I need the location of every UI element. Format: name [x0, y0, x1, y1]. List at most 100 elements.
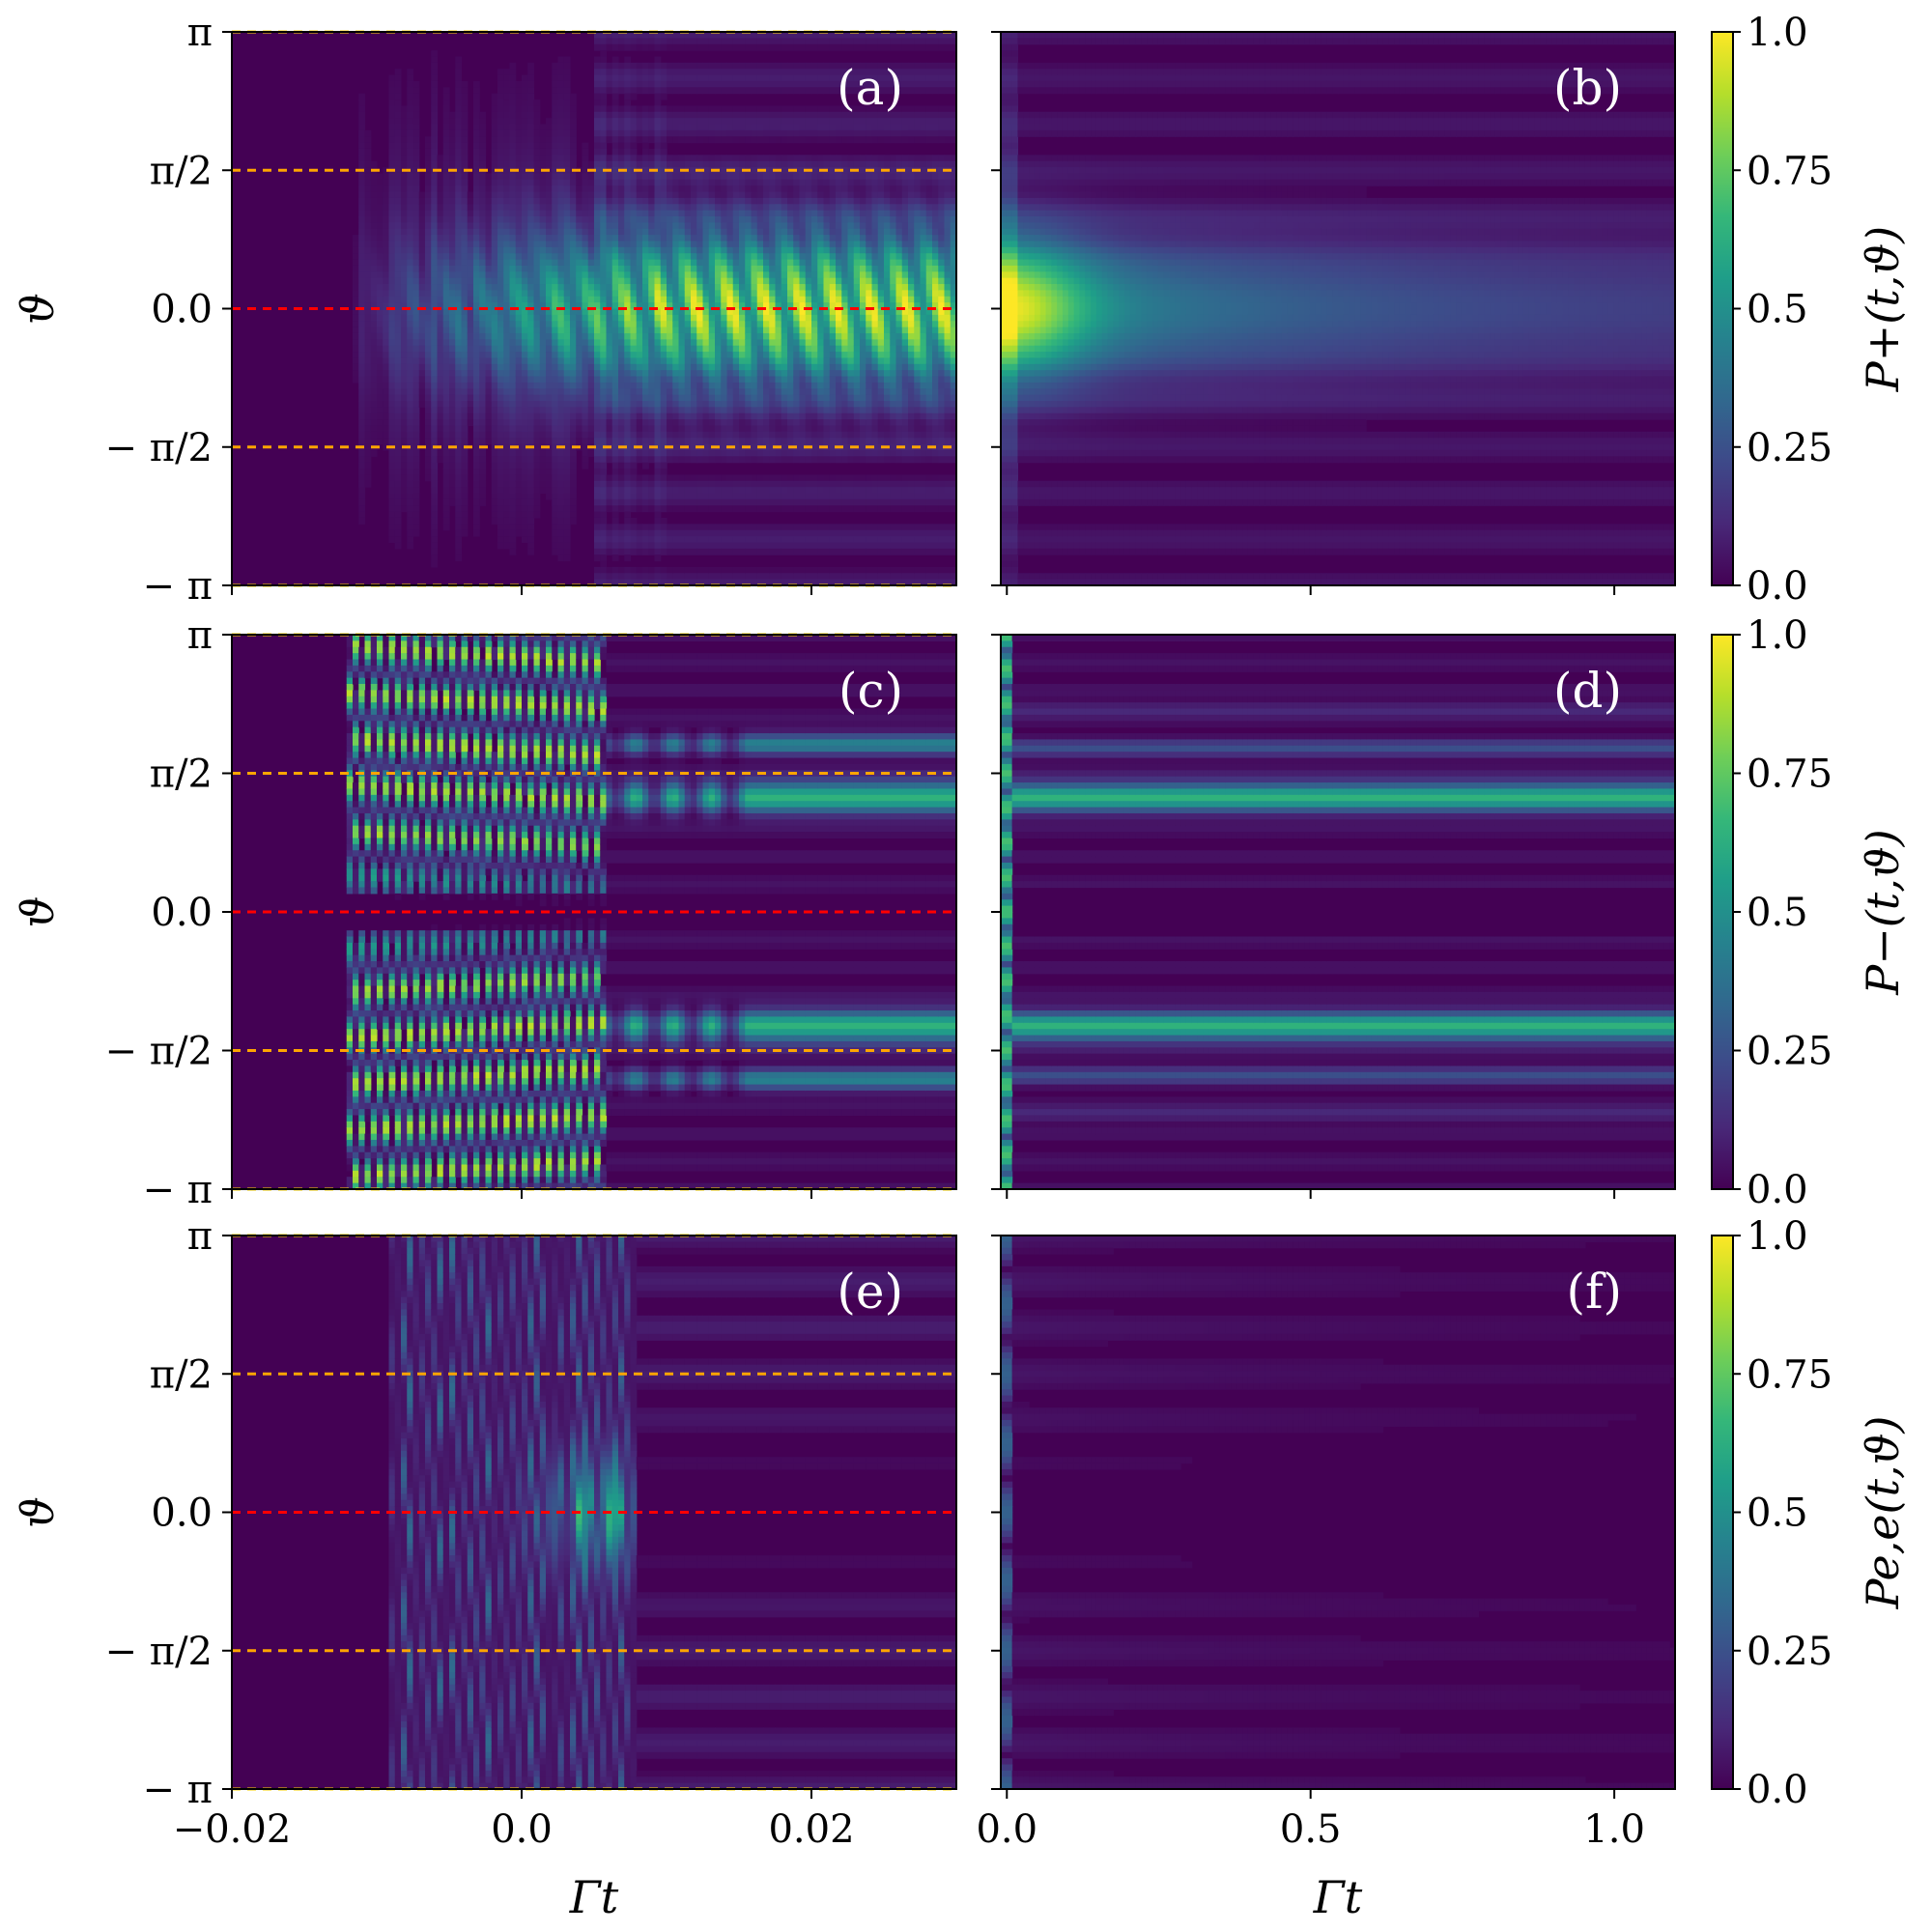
heatmap-cell [473, 228, 480, 236]
heatmap-cell [449, 332, 456, 340]
heatmap-cell [594, 487, 601, 495]
heatmap-cell [527, 511, 535, 519]
heatmap-cell [763, 111, 770, 119]
heatmap-cell [763, 265, 770, 272]
heatmap-cell [431, 480, 439, 488]
heatmap-cell [442, 456, 450, 464]
heatmap-cell [455, 118, 463, 126]
heatmap-cell [552, 204, 559, 212]
heatmap-cell [696, 456, 704, 464]
heatmap-cell [473, 498, 480, 506]
heatmap-cell [624, 32, 632, 39]
heatmap-cell [763, 167, 770, 175]
heatmap-cell [425, 241, 432, 248]
heatmap-cell [503, 259, 511, 267]
heatmap-cell [696, 352, 704, 359]
heatmap-cell [642, 155, 649, 162]
heatmap-cell [515, 235, 523, 242]
heatmap-cell [473, 185, 480, 193]
heatmap-cell [552, 419, 559, 427]
heatmap-cell [654, 129, 662, 137]
heatmap-cell [691, 253, 697, 261]
heatmap-cell [751, 498, 758, 506]
heatmap-cell [756, 345, 764, 353]
heatmap-cell [497, 345, 504, 353]
heatmap-cell [473, 216, 480, 223]
heatmap-cell [509, 173, 517, 181]
heatmap-cell [624, 124, 632, 131]
heatmap-cell [642, 536, 649, 544]
heatmap-cell [563, 290, 571, 298]
heatmap-cell [527, 241, 535, 248]
heatmap-cell [358, 302, 366, 310]
heatmap-cell [769, 277, 777, 285]
heatmap-cell [479, 498, 487, 506]
heatmap-cell [618, 357, 625, 365]
heatmap-cell [642, 542, 649, 550]
heatmap-cell [563, 376, 571, 384]
heatmap-cell [431, 449, 439, 457]
heatmap-cell [570, 438, 577, 445]
heatmap-cell [394, 352, 402, 359]
heatmap-cell [696, 487, 704, 495]
heatmap-cell [745, 449, 753, 457]
heatmap-cell [660, 43, 668, 51]
heatmap-cell [726, 388, 734, 396]
heatmap-cell [678, 573, 686, 581]
heatmap-cell [611, 511, 619, 519]
heatmap-cell [546, 376, 553, 384]
heatmap-cell [606, 407, 613, 414]
heatmap-cell [600, 524, 608, 531]
heatmap-cell [678, 314, 686, 322]
heatmap-cell [497, 185, 504, 193]
heatmap-cell [509, 529, 517, 537]
heatmap-cell [763, 302, 770, 310]
heatmap-cell [546, 456, 553, 464]
heatmap-cell [425, 142, 432, 150]
heatmap-cell [732, 425, 740, 433]
heatmap-cell [684, 327, 692, 334]
heatmap-cell [582, 253, 589, 261]
heatmap-cell [431, 204, 439, 212]
heatmap-cell [358, 345, 366, 353]
heatmap-cell [600, 173, 608, 181]
heatmap-cell [594, 456, 601, 464]
heatmap-cell [726, 80, 734, 88]
heatmap-cell [467, 308, 474, 316]
heatmap-cell [388, 401, 396, 408]
heatmap-cell [503, 302, 511, 310]
heatmap-cell [708, 216, 716, 223]
heatmap-cell [642, 456, 649, 464]
heatmap-cell [394, 517, 402, 525]
heatmap-cell [442, 246, 450, 254]
heatmap-cell [522, 524, 528, 531]
heatmap-cell [611, 136, 619, 144]
heatmap-cell [654, 357, 662, 365]
heatmap-cell [756, 394, 764, 402]
heatmap-cell [594, 382, 601, 389]
heatmap-cell [606, 62, 613, 70]
heatmap-cell [751, 352, 758, 359]
heatmap-cell [654, 511, 662, 519]
heatmap-cell [732, 136, 740, 144]
heatmap-cell [473, 235, 480, 242]
heatmap-cell [696, 74, 704, 82]
heatmap-cell [412, 511, 420, 519]
heatmap-cell [630, 542, 638, 550]
heatmap-cell [515, 216, 523, 223]
heatmap-cell [660, 573, 668, 581]
heatmap-cell [721, 345, 728, 353]
heatmap-cell [473, 124, 480, 131]
heatmap-cell [769, 332, 777, 340]
heatmap-cell [527, 246, 535, 254]
heatmap-cell [539, 376, 547, 384]
heatmap-cell [745, 498, 753, 506]
heatmap-cell [370, 382, 378, 389]
heatmap-cell [618, 216, 625, 223]
heatmap-cell [756, 43, 764, 51]
heatmap-cell [684, 493, 692, 500]
heatmap-cell [630, 357, 638, 365]
heatmap-cell [485, 314, 493, 322]
heatmap-cell [732, 456, 740, 464]
heatmap-cell [624, 456, 632, 464]
